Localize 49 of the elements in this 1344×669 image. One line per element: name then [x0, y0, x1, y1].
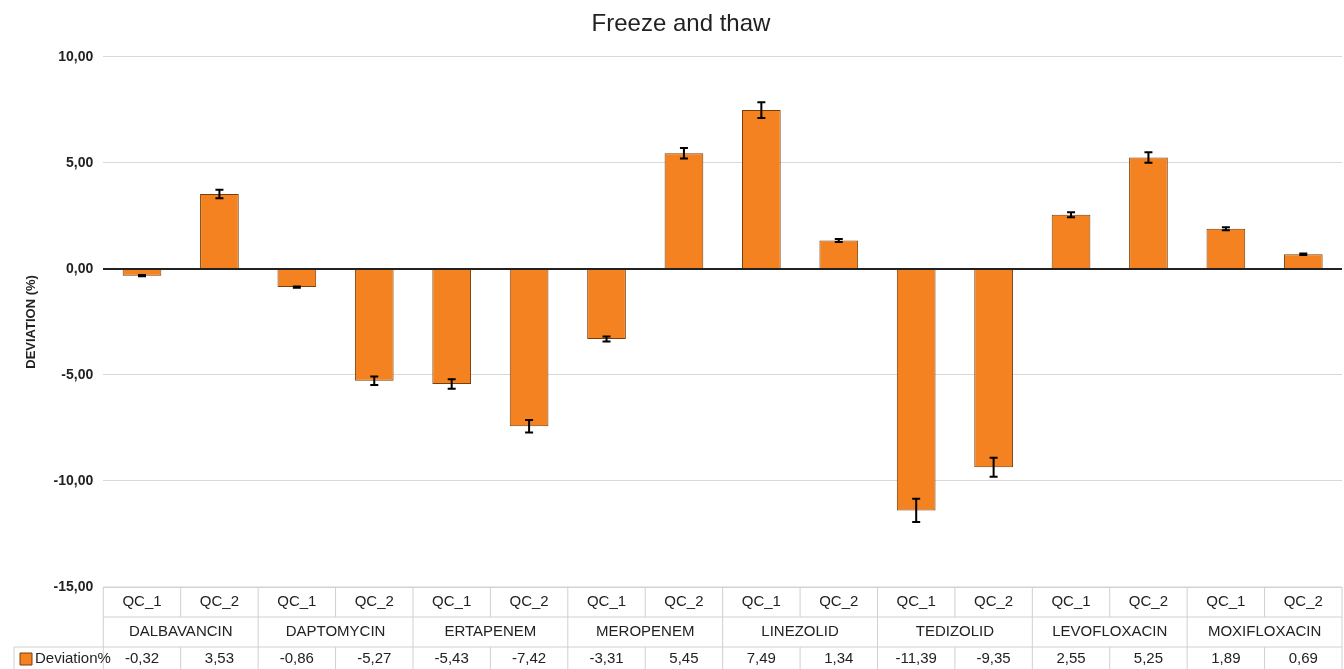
y-tick-label: 0,00 [66, 259, 94, 276]
text: MOXIFLOXACIN [1207, 622, 1322, 640]
data-label: -11,39 [895, 649, 937, 667]
data-label: 3,53 [204, 649, 235, 667]
data-label: -5,27 [357, 649, 392, 667]
x-tick-label: QC_2 [974, 592, 1014, 610]
x-tick-label: QC_2 [819, 592, 859, 610]
legend-label: Deviation% [35, 649, 111, 667]
y-tick-label: 5,00 [66, 153, 94, 170]
y-tick-label: -15,00 [53, 577, 94, 594]
x-tick-label: QC_1 [586, 592, 627, 610]
data-label: -3,31 [589, 649, 624, 667]
x-tick-label: QC_1 [122, 592, 162, 610]
x-tick-label: QC_2 [1128, 592, 1169, 610]
data-label: 7,49 [746, 649, 776, 667]
x-tick-label: QC_1 [1206, 592, 1246, 610]
text: DALBAVANCIN [128, 622, 233, 640]
text: DAPTOMYCIN [285, 622, 386, 640]
y-tick-label: -5,00 [61, 365, 94, 382]
text: MEROPENEM [596, 622, 695, 640]
y-tick-label: -10,00 [53, 471, 94, 488]
x-tick-label: QC_2 [354, 592, 394, 610]
data-label: 5,45 [669, 649, 699, 667]
data-label: -7,42 [512, 649, 547, 667]
x-tick-label: QC_2 [664, 592, 704, 610]
data-label: 0,69 [1288, 649, 1318, 667]
text: TEDIZOLID [915, 622, 995, 640]
x-tick-label: QC_2 [509, 592, 549, 610]
data-label: -0,86 [279, 649, 314, 667]
chart-title: Freeze and thaw [591, 9, 772, 37]
text: LINEZOLID [761, 622, 839, 640]
data-label: 1,89 [1211, 649, 1241, 667]
data-label: 2,55 [1056, 649, 1086, 667]
x-tick-label: QC_1 [1051, 592, 1091, 610]
y-tick-label: 10,00 [58, 47, 94, 64]
text: LEVOFLOXACIN [1052, 622, 1168, 640]
x-tick-label: QC_1 [896, 592, 936, 610]
data-label: 5,25 [1133, 649, 1164, 667]
x-tick-label: QC_2 [199, 592, 240, 610]
data-label: -0,32 [124, 649, 160, 667]
x-tick-label: QC_1 [277, 592, 317, 610]
data-label: -9,35 [976, 649, 1011, 667]
data-label: -5,43 [434, 649, 469, 667]
text: ERTAPENEM [444, 622, 537, 640]
x-tick-label: QC_2 [1283, 592, 1323, 610]
x-tick-label: QC_1 [432, 592, 472, 610]
x-tick-label: QC_1 [741, 592, 781, 610]
y-axis-title: DEVIATION (%) [23, 275, 39, 369]
data-label: 1,34 [824, 649, 854, 667]
